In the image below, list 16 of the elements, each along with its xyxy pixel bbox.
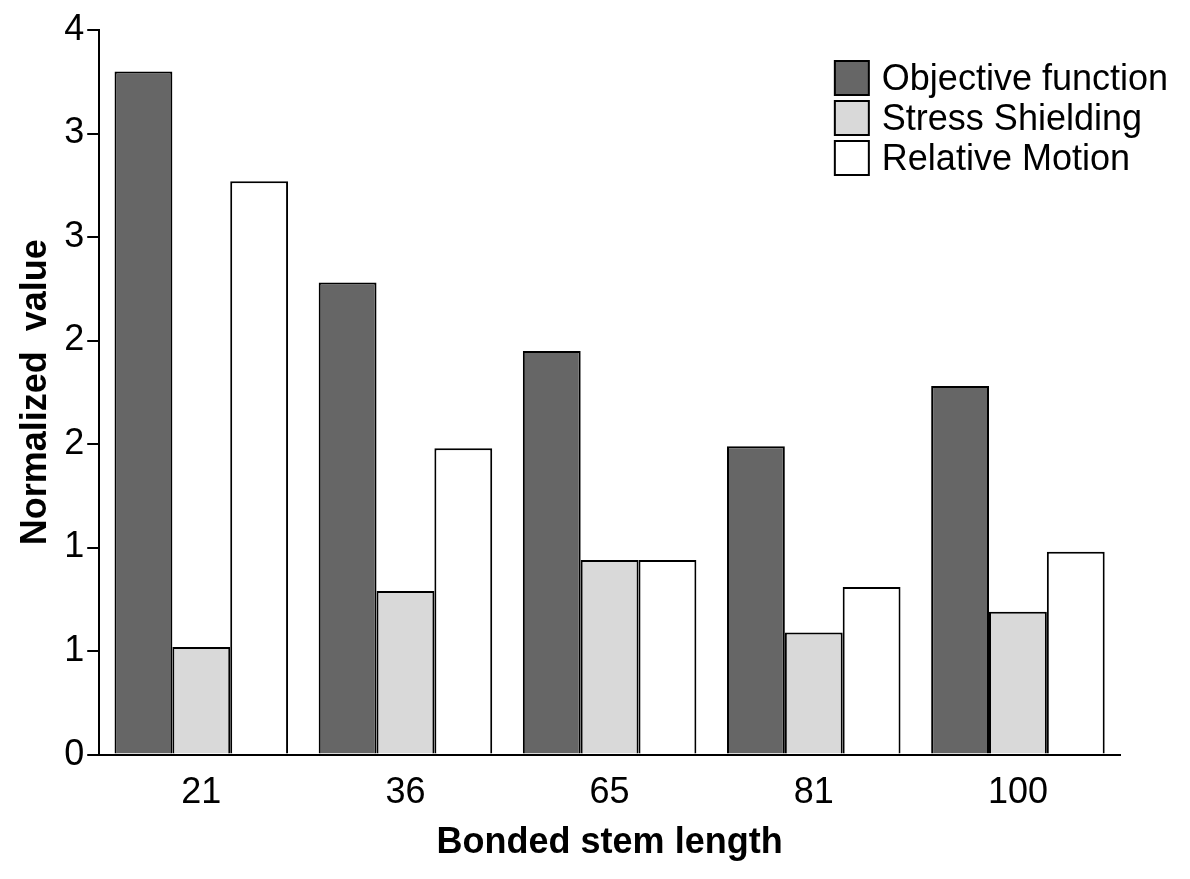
x-tick-label: 21 <box>181 770 222 812</box>
x-axis-title: Bonded stem length <box>436 820 783 862</box>
x-tick-label: 100 <box>987 770 1048 812</box>
x-tick-label: 65 <box>589 770 630 812</box>
y-tick-label: 2 <box>64 317 85 359</box>
legend-label: Objective function <box>881 56 1168 98</box>
x-tick-label: 36 <box>385 770 426 812</box>
y-tick-label: 1 <box>64 628 85 670</box>
y-tick-label: 2 <box>64 420 85 462</box>
y-tick-label: 0 <box>64 731 85 773</box>
y-tick-label: 4 <box>64 6 85 48</box>
x-tick-label: 81 <box>793 770 834 812</box>
y-tick-label: 1 <box>64 524 85 566</box>
y-axis-title: Normalized value <box>12 239 54 546</box>
y-tick-label: 3 <box>64 213 85 255</box>
y-tick-label: 3 <box>64 110 85 152</box>
